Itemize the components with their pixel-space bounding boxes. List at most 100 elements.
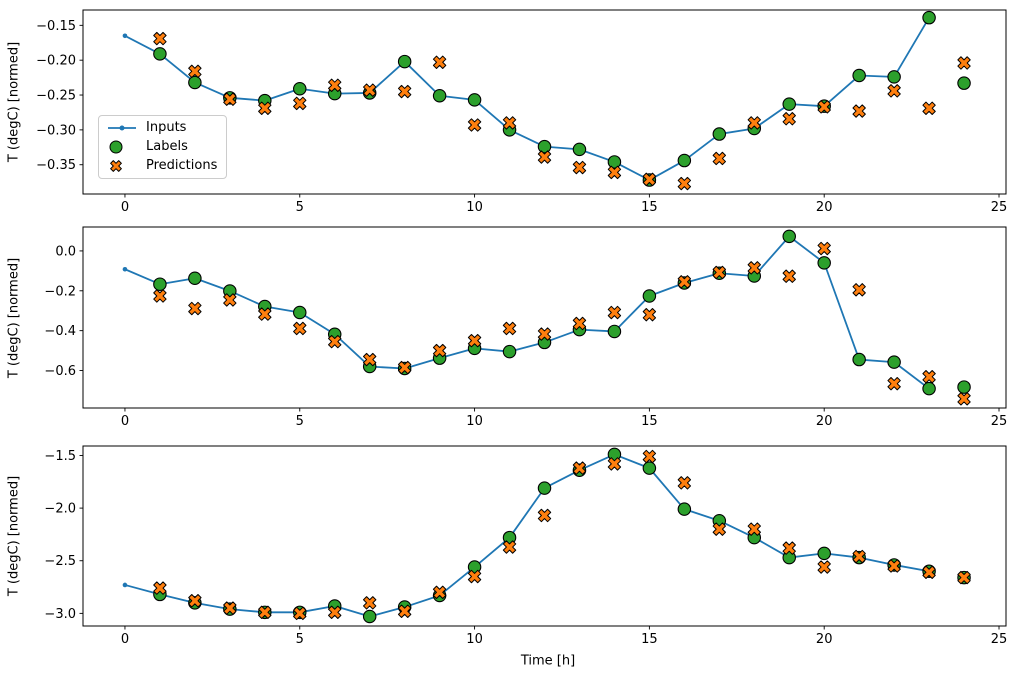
predictions-marker [328, 78, 342, 92]
labels-marker [362, 609, 377, 624]
predictions-marker [258, 307, 272, 321]
predictions-marker [677, 476, 692, 490]
predictions-marker [922, 370, 936, 384]
subplot-3: 0 5 10 15 20 25 −1.5 −2.0 −2.5 −3.0 [44, 445, 1008, 647]
labels-marker [957, 380, 971, 394]
labels-marker [957, 76, 971, 90]
axes-frame [82, 9, 1007, 195]
predictions-marker [293, 321, 307, 336]
labels-marker [782, 229, 796, 244]
predictions-marker [712, 265, 727, 280]
y-tick-label: −0.25 [36, 89, 76, 104]
predictions-marker [642, 308, 657, 322]
x-tick-label: 0 [121, 632, 129, 647]
y-tick-label: −1.5 [44, 449, 76, 464]
y-tick-label: −2.0 [44, 502, 76, 517]
y-tick-label: −0.15 [36, 19, 76, 34]
y-tick-label: 0.0 [55, 244, 76, 259]
labels-marker [887, 355, 901, 369]
predictions-marker [887, 84, 901, 98]
labels-marker [188, 271, 202, 285]
labels-marker [677, 153, 692, 168]
labels-marker [537, 139, 552, 154]
predictions-marker [957, 570, 971, 585]
inputs-marker [122, 582, 128, 588]
predictions-marker [817, 241, 831, 256]
legend-line-icon [108, 125, 136, 131]
legend-label-inputs: Inputs [146, 120, 187, 135]
x-tick-label: 15 [641, 200, 658, 215]
labels-marker [817, 546, 831, 561]
labels-marker [817, 256, 831, 270]
axes-frame [82, 226, 1007, 409]
predictions-marker [642, 449, 657, 464]
predictions-marker [572, 461, 587, 475]
predictions-marker [712, 522, 727, 536]
inputs-line [124, 453, 930, 618]
predictions-marker [432, 585, 447, 600]
predictions-marker [537, 327, 552, 341]
labels-marker [572, 142, 587, 157]
predictions-marker [852, 104, 866, 118]
x-tick-label: 25 [991, 632, 1008, 647]
labels-marker [188, 75, 202, 90]
predictions-marker [572, 160, 587, 175]
subplot-1: 0 5 10 15 20 25 −0.15 −0.20 −0.25 −0.30 −0.35 [36, 9, 1008, 215]
x-tick-label: 0 [121, 414, 129, 429]
predictions-marker [957, 56, 971, 70]
predictions-marker [677, 275, 692, 289]
subplot-2-ylabel: T (degC) [normed] [6, 257, 22, 379]
predictions-marker [153, 289, 167, 303]
legend: Inputs Labels Predictions [98, 115, 228, 179]
predictions-marker [397, 84, 412, 99]
labels-marker [642, 289, 657, 303]
y-tick-label: −0.30 [36, 123, 76, 138]
x-tick-label: 5 [296, 632, 304, 647]
inputs-marker [122, 266, 128, 272]
predictions-marker [782, 112, 796, 126]
predictions-marker [293, 606, 307, 621]
predictions-marker [432, 343, 447, 358]
x-tick-label: 10 [466, 632, 483, 647]
predictions-marker [642, 172, 657, 187]
predictions-marker [852, 283, 866, 297]
subplot-1-ylabel: T (degC) [normed] [6, 41, 22, 163]
predictions-marker [467, 118, 482, 132]
labels-marker [293, 305, 307, 320]
x-tick-label: 0 [121, 200, 129, 215]
x-tick-label: 20 [816, 414, 833, 429]
predictions-marker [258, 101, 272, 115]
subplot-2: 0 5 10 15 20 25 0.0 −0.2 −0.4 −0.6 [44, 226, 1008, 429]
predictions-marker [607, 165, 622, 180]
predictions-marker [258, 605, 272, 620]
x-tick-label: 25 [991, 414, 1008, 429]
predictions-marker [362, 352, 377, 367]
labels-marker [887, 70, 901, 84]
predictions-marker [747, 522, 761, 536]
legend-label-predictions: Predictions [146, 158, 218, 173]
subplot-3-ylabel: T (degC) [normed] [6, 475, 22, 597]
y-tick-label: −3.0 [44, 607, 76, 622]
labels-marker [153, 47, 167, 61]
x-tick-label: 25 [991, 200, 1008, 215]
predictions-marker [502, 540, 517, 554]
labels-marker [852, 352, 866, 367]
predictions-marker [537, 508, 552, 523]
x-tick-label: 5 [296, 414, 304, 429]
predictions-marker [153, 31, 167, 46]
predictions-marker [747, 261, 761, 275]
predictions-marker [362, 83, 377, 97]
x-tick-label: 20 [816, 632, 833, 647]
x-tick-label: 20 [816, 200, 833, 215]
y-tick-label: −0.2 [44, 284, 76, 299]
labels-marker [852, 68, 866, 83]
predictions-marker [153, 581, 167, 595]
predictions-marker [328, 334, 342, 349]
y-tick-label: −0.4 [44, 324, 76, 339]
predictions-marker [293, 96, 307, 111]
inputs-line [124, 17, 930, 181]
x-tick-label: 15 [641, 414, 658, 429]
predictions-marker [537, 150, 552, 164]
